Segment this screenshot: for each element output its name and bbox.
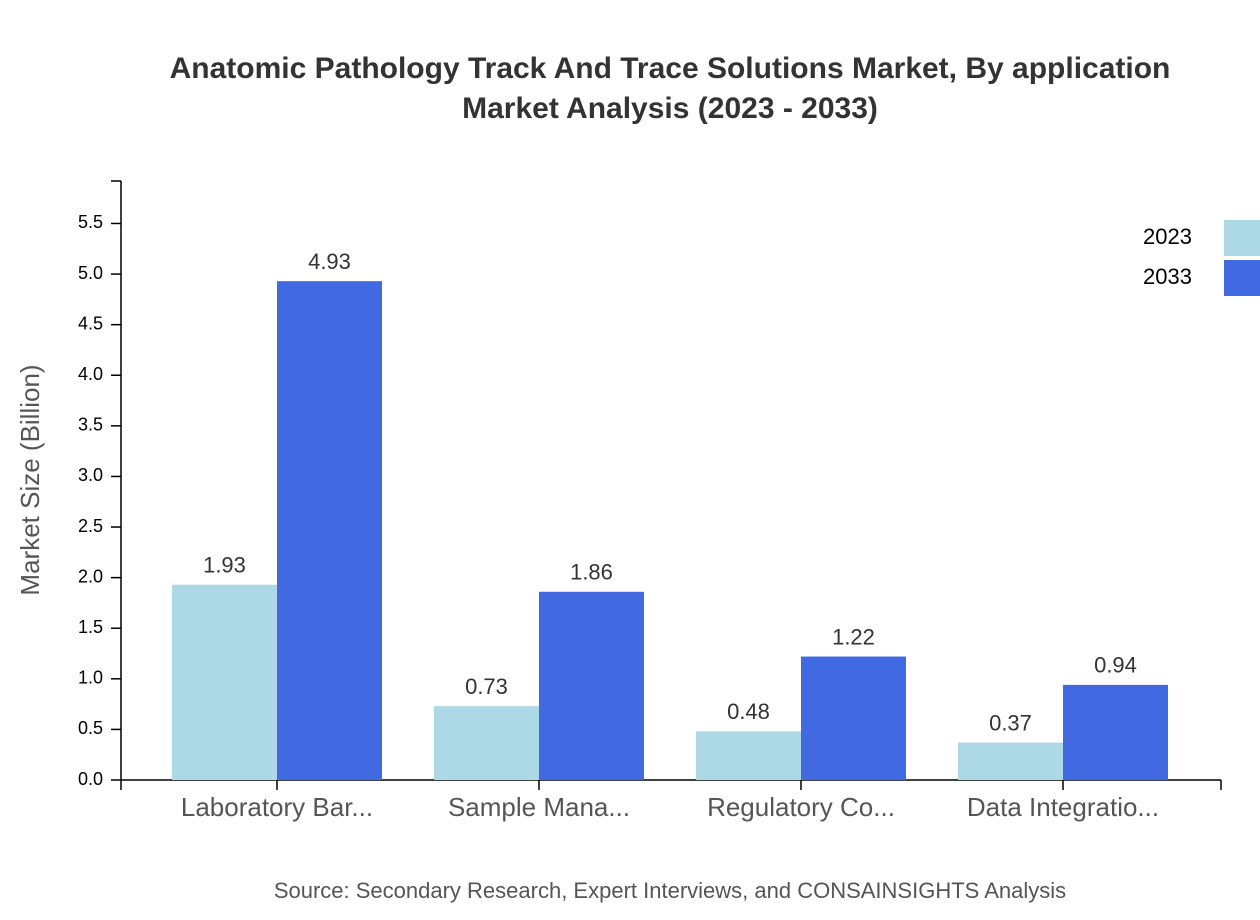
y-tick-label: 5.0 [78,263,103,283]
x-tick-label: Sample Mana... [448,792,630,822]
y-tick-label: 2.5 [78,516,103,536]
value-label: 0.94 [1094,653,1137,678]
y-tick-label: 1.5 [78,617,103,637]
legend-swatch [1224,260,1260,296]
legend-label: 2033 [1143,264,1192,289]
x-tick-label: Regulatory Co... [707,792,895,822]
bar [172,584,277,780]
y-tick-label: 4.5 [78,313,103,333]
chart-title: Anatomic Pathology Track And Trace Solut… [170,52,1171,85]
source-note: Source: Secondary Research, Expert Inter… [274,878,1066,903]
value-label: 0.37 [989,710,1032,735]
y-tick-label: 5.5 [78,212,103,232]
bar [539,591,644,780]
y-tick-label: 3.0 [78,465,103,485]
bar [434,706,539,780]
x-tick-label: Laboratory Bar... [181,792,373,822]
legend-label: 2023 [1143,224,1192,249]
bar [696,731,801,780]
chart-subtitle: Market Analysis (2023 - 2033) [462,92,878,125]
y-tick-label: 4.0 [78,364,103,384]
y-tick-label: 3.5 [78,415,103,435]
y-tick-label: 1.0 [78,668,103,688]
y-axis-label: Market Size (Billion) [15,364,45,595]
y-tick-label: 0.5 [78,718,103,738]
legend-swatch [1224,220,1260,256]
bar [1063,684,1168,780]
bar [958,742,1063,780]
x-tick-label: Data Integratio... [967,792,1159,822]
value-label: 1.93 [203,553,246,578]
bar [801,656,906,780]
value-label: 0.48 [727,699,770,724]
value-label: 1.86 [570,560,613,585]
y-tick-label: 2.0 [78,566,103,586]
value-label: 1.22 [832,624,875,649]
value-label: 0.73 [465,674,508,699]
bar [277,281,382,780]
value-label: 4.93 [308,249,351,274]
y-tick-label: 0.0 [78,769,103,789]
